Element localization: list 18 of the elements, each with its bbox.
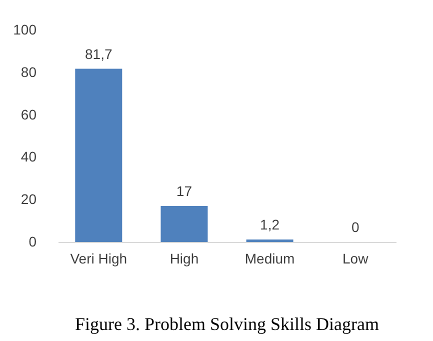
- y-tick-label: 0: [28, 234, 37, 250]
- x-tick-label: Low: [342, 250, 370, 266]
- data-label: 0: [351, 219, 360, 235]
- data-label: 81,7: [85, 46, 112, 62]
- y-tick-label: 20: [20, 191, 37, 208]
- bar: [75, 68, 122, 242]
- y-tick-label: 100: [13, 22, 37, 38]
- x-tick-label: High: [170, 250, 199, 266]
- x-tick-label: Veri High: [70, 250, 128, 266]
- caption: Figure 3. Problem Solving Skills Diagram: [75, 314, 379, 334]
- y-tick-label: 80: [20, 64, 37, 80]
- bar: [246, 239, 294, 242]
- y-tick-label: 60: [20, 106, 37, 122]
- y-tick-label: 40: [20, 148, 37, 165]
- x-tick-label: Medium: [244, 250, 295, 266]
- data-label: 17: [176, 182, 192, 199]
- bar: [160, 206, 208, 242]
- data-label: 1,2: [260, 216, 280, 232]
